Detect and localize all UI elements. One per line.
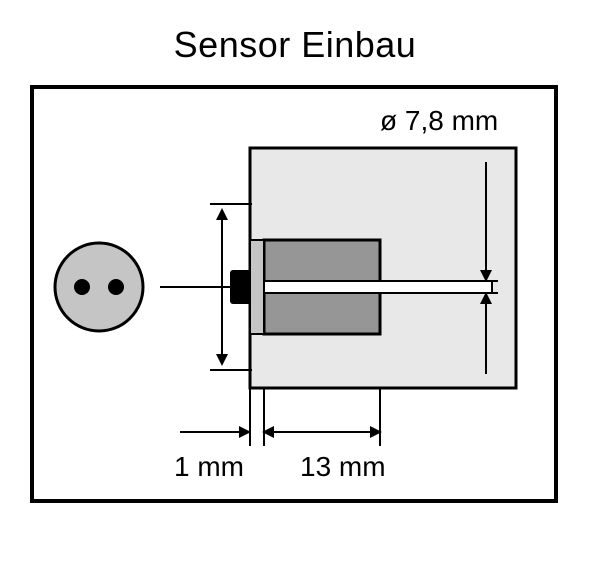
- dim-width13-label: 13 mm: [300, 451, 386, 482]
- block-front-face: [250, 240, 264, 334]
- sensor-face-dot-right: [108, 279, 124, 295]
- diagram-svg: ø 7,8 mm 10 mm 13 mm 1 mm: [0, 0, 590, 571]
- sensor-face-circle: [55, 243, 143, 331]
- dim-diameter-label: ø 7,8 mm: [380, 105, 498, 136]
- diagram-stage: Sensor Einbau ø 7,8 mm: [0, 0, 590, 571]
- probe-rod: [264, 281, 492, 293]
- sensor-face-dot-left: [74, 279, 90, 295]
- dim-width1-label: 1 mm: [174, 451, 244, 482]
